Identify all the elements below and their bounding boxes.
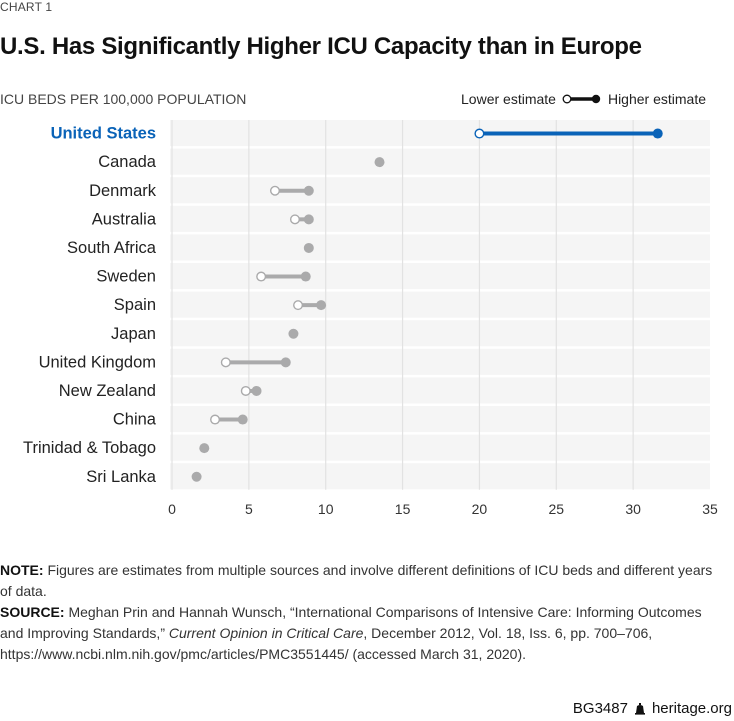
row-band — [170, 406, 710, 433]
category-label: Trinidad & Tobago — [23, 439, 156, 457]
category-label: Sweden — [96, 268, 156, 286]
higher-estimate-point — [374, 157, 385, 168]
category-label: New Zealand — [59, 382, 156, 400]
x-tick-label: 15 — [395, 501, 411, 517]
lower-estimate-point — [293, 300, 304, 311]
note: NOTE: Figures are estimates from multipl… — [0, 560, 720, 602]
row-band — [170, 320, 710, 347]
note-text: Figures are estimates from multiple sour… — [0, 562, 713, 599]
row-band — [170, 291, 710, 318]
higher-estimate-point — [303, 185, 314, 196]
row-band — [170, 234, 710, 261]
higher-estimate-point — [191, 471, 202, 482]
lower-estimate-point — [256, 271, 267, 282]
row-band — [170, 205, 710, 232]
legend-lower-label: Lower estimate — [461, 91, 556, 107]
source-text-2: , December 2012, Vol. 18, Iss. 6, pp. 70… — [0, 625, 653, 662]
x-tick-label: 5 — [245, 501, 253, 517]
site-link[interactable]: heritage.org — [651, 700, 732, 717]
source-text-1: Meghan Prin and Hannah Wunsch, “Internat… — [0, 604, 702, 641]
footer: BG3487 heritage.org — [573, 700, 732, 717]
row-band — [170, 463, 710, 490]
category-label: Australia — [92, 210, 157, 228]
row-band — [170, 177, 710, 204]
higher-estimate-point — [251, 385, 262, 396]
category-label: Canada — [98, 153, 157, 171]
source-label: SOURCE: — [0, 604, 65, 620]
lower-estimate-point — [269, 185, 280, 196]
row-band — [170, 148, 710, 175]
lower-estimate-point — [210, 414, 221, 425]
legend-higher-label: Higher estimate — [607, 91, 706, 107]
category-label: South Africa — [67, 239, 157, 257]
source: SOURCE: Meghan Prin and Hannah Wunsch, “… — [0, 602, 720, 665]
category-label: United Kingdom — [39, 353, 156, 371]
lower-estimate-point — [289, 214, 300, 225]
lower-estimate-point — [240, 385, 251, 396]
higher-estimate-point — [303, 242, 314, 253]
higher-estimate-point — [199, 443, 210, 454]
source-journal: Current Opinion in Critical Care — [168, 625, 364, 641]
higher-estimate-point — [300, 271, 311, 282]
category-label: Denmark — [89, 182, 157, 200]
row-band — [170, 263, 710, 290]
unit-label: ICU BEDS PER 100,000 POPULATION — [0, 91, 247, 107]
category-label: Spain — [114, 296, 156, 314]
x-tick-label: 30 — [625, 501, 641, 517]
legend: Lower estimate Higher estimate — [461, 90, 706, 108]
category-label: Japan — [111, 325, 156, 343]
higher-estimate-point — [316, 300, 327, 311]
lower-estimate-point — [220, 357, 231, 368]
lower-estimate-point — [474, 128, 485, 139]
x-tick-label: 0 — [168, 501, 176, 517]
row-band — [170, 434, 710, 461]
x-tick-label: 25 — [548, 501, 564, 517]
notes: NOTE: Figures are estimates from multipl… — [0, 560, 720, 665]
report-code: BG3487 — [572, 700, 628, 717]
x-tick-label: 35 — [702, 501, 718, 517]
higher-estimate-point — [652, 128, 663, 139]
higher-estimate-point — [288, 328, 299, 339]
legend-dumbbell-icon — [562, 94, 601, 104]
x-tick-label: 10 — [318, 501, 334, 517]
chart-title: U.S. Has Significantly Higher ICU Capaci… — [0, 33, 642, 60]
category-label: China — [113, 411, 157, 429]
note-label: NOTE: — [0, 562, 44, 578]
higher-estimate-point — [237, 414, 248, 425]
higher-estimate-point — [280, 357, 291, 368]
higher-estimate-point — [303, 214, 314, 225]
dumbbell-chart: United States Canada Denmark Australia South… — [23, 120, 718, 517]
category-label: United States — [51, 125, 156, 143]
liberty-bell-icon — [634, 702, 645, 715]
category-label: Sri Lanka — [86, 468, 157, 486]
x-tick-label: 20 — [472, 501, 488, 517]
chart-eyebrow: CHART 1 — [0, 0, 53, 14]
